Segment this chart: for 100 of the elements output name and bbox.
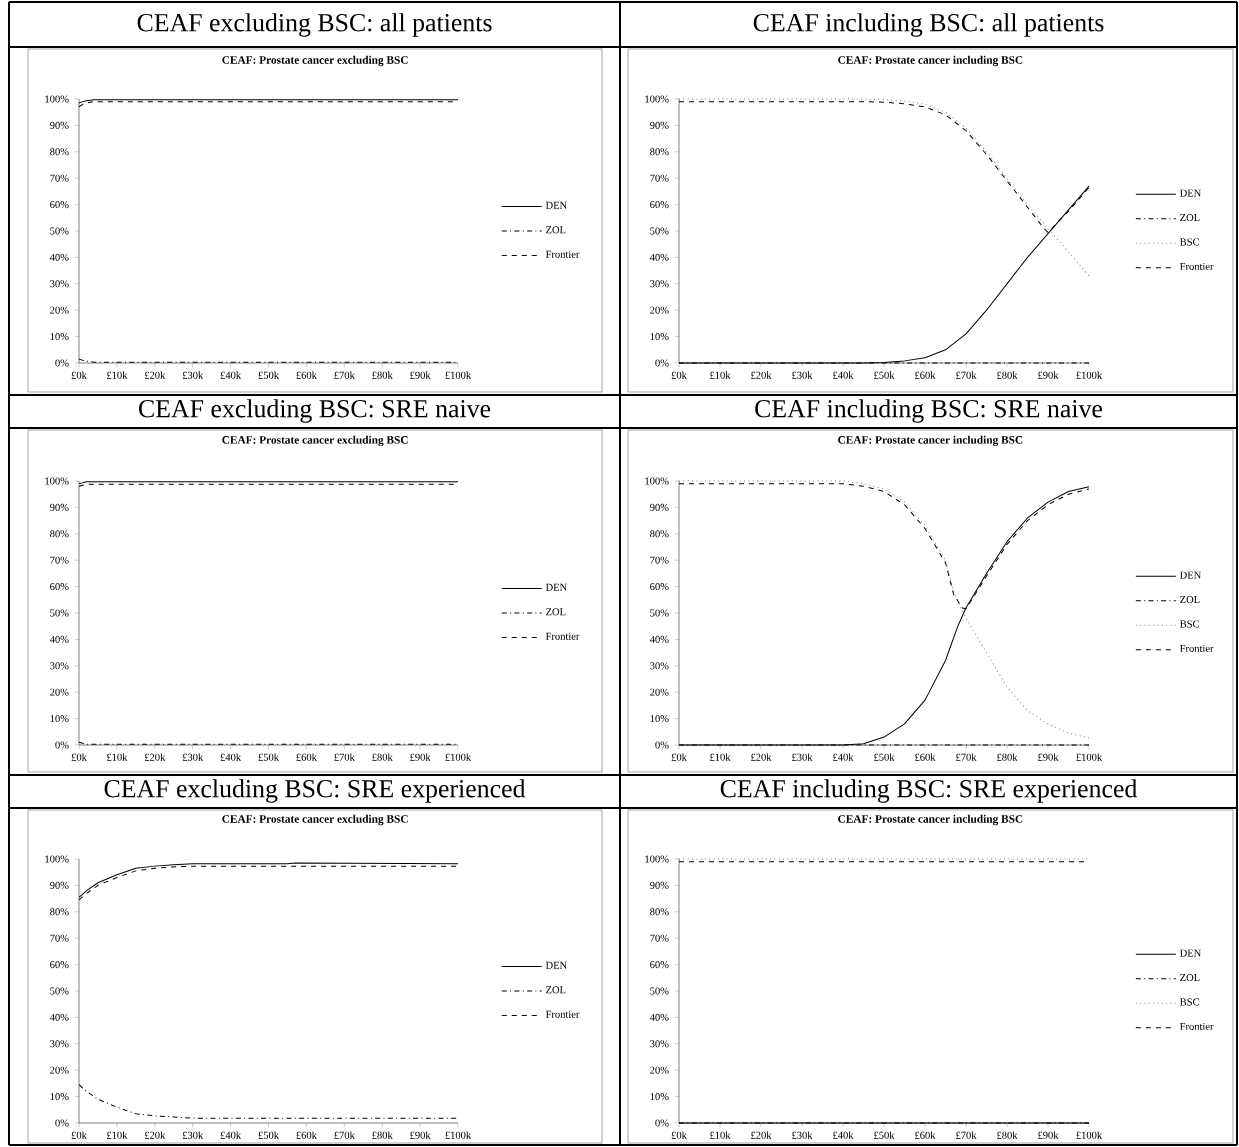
y-tick-label: 40% xyxy=(49,635,69,643)
y-tick-label: 40% xyxy=(649,1013,669,1021)
chart-title: CEAF excluding BSC: SRE experienced xyxy=(104,779,526,803)
legend-label: DEN xyxy=(1180,949,1202,957)
y-tick-label: 60% xyxy=(650,201,669,209)
chart-title: CEAF including BSC: SRE experienced xyxy=(720,779,1138,803)
x-tick-label: £50k xyxy=(258,1131,280,1139)
legend-label: Frontier xyxy=(545,632,580,640)
x-tick-label: £20k xyxy=(751,371,772,379)
y-tick-label: 50% xyxy=(50,609,69,617)
legend-label: DEN xyxy=(545,583,567,591)
chart-subtitle: CEAF: Prostate cancer excluding BSC xyxy=(222,435,408,447)
chart-title: CEAF including BSC: all patients xyxy=(753,13,1104,37)
y-tick-label: 40% xyxy=(649,253,669,261)
x-tick-label: £70k xyxy=(956,1131,977,1139)
y-tick-label: 30% xyxy=(50,1040,69,1048)
x-tick-label: £10k xyxy=(107,371,128,379)
y-tick-label: 10% xyxy=(50,1093,69,1101)
x-tick-label: £100k xyxy=(1076,753,1103,761)
x-tick-label: £0k xyxy=(71,1131,87,1139)
x-tick-label: £80k xyxy=(997,371,1018,379)
y-tick-label: 90% xyxy=(650,881,669,889)
y-tick-label: 0% xyxy=(55,359,69,367)
x-tick-label: £30k xyxy=(792,371,813,379)
chart-subtitle: CEAF: Prostate cancer including BSC xyxy=(838,814,1023,826)
x-tick-label: £50k xyxy=(258,753,280,761)
x-tick-label: £10k xyxy=(710,371,731,379)
y-tick-label: 90% xyxy=(50,121,69,129)
legend-label: DEN xyxy=(545,201,567,209)
legend-label: BSC xyxy=(1180,238,1199,246)
x-tick-label: £70k xyxy=(334,753,355,761)
x-tick-label: £30k xyxy=(182,1131,204,1139)
y-tick-label: 30% xyxy=(50,280,69,288)
x-tick-label: £40k xyxy=(220,371,242,379)
y-tick-label: 50% xyxy=(650,609,669,617)
y-tick-label: 50% xyxy=(650,987,669,995)
y-tick-label: 70% xyxy=(50,174,69,182)
legend-label: ZOL xyxy=(546,986,566,994)
x-tick-label: £0k xyxy=(671,1131,687,1139)
x-tick-label: £40k xyxy=(220,753,242,761)
x-tick-label: £10k xyxy=(107,1131,128,1139)
x-tick-label: £60k xyxy=(296,371,317,379)
x-tick-label: £100k xyxy=(445,371,472,379)
x-tick-label: £80k xyxy=(997,753,1018,761)
y-tick-label: 0% xyxy=(655,741,669,749)
x-tick-label: £80k xyxy=(372,1131,393,1139)
x-tick-label: £20k xyxy=(144,371,166,379)
x-tick-label: £70k xyxy=(956,371,977,379)
y-tick-label: 0% xyxy=(55,741,69,749)
y-tick-label: 70% xyxy=(50,934,69,942)
x-tick-label: £20k xyxy=(751,1131,772,1139)
y-tick-label: 30% xyxy=(650,280,669,288)
x-tick-label: £0k xyxy=(71,753,87,761)
y-tick-label: 60% xyxy=(650,961,669,969)
legend-label: ZOL xyxy=(1180,974,1200,982)
x-tick-label: £20k xyxy=(144,753,166,761)
x-tick-label: £0k xyxy=(71,371,87,379)
legend-label: ZOL xyxy=(546,608,566,616)
x-tick-label: £90k xyxy=(1038,371,1059,379)
y-tick-label: 30% xyxy=(650,1040,669,1048)
line-series xyxy=(78,1084,459,1119)
chart-subtitle: CEAF: Prostate cancer excluding BSC xyxy=(222,55,408,67)
y-tick-label: 10% xyxy=(50,715,69,723)
x-tick-label: £100k xyxy=(1076,1131,1103,1139)
y-tick-label: 10% xyxy=(650,1093,669,1101)
x-tick-label: £60k xyxy=(915,753,936,761)
x-tick-label: £90k xyxy=(1038,1131,1059,1139)
chart-subtitle: CEAF: Prostate cancer including BSC xyxy=(838,435,1023,447)
x-tick-label: £90k xyxy=(410,753,431,761)
legend-label: DEN xyxy=(545,961,567,969)
x-tick-label: £100k xyxy=(1076,371,1103,379)
x-tick-label: £50k xyxy=(874,371,895,379)
y-tick-label: 80% xyxy=(50,530,69,538)
legend-label: Frontier xyxy=(1180,262,1214,270)
y-tick-label: 70% xyxy=(650,934,669,942)
x-tick-label: £100k xyxy=(445,1131,472,1139)
y-tick-label: 100% xyxy=(645,855,669,863)
y-tick-label: 20% xyxy=(650,1066,669,1074)
y-tick-label: 60% xyxy=(50,583,69,591)
x-tick-label: £0k xyxy=(671,753,687,761)
y-tick-label: 40% xyxy=(49,1013,69,1021)
x-tick-label: £60k xyxy=(915,1131,936,1139)
chart-subtitle: CEAF: Prostate cancer excluding BSC xyxy=(222,814,408,826)
legend-label: Frontier xyxy=(545,1010,580,1018)
legend-label: DEN xyxy=(1180,189,1202,197)
x-tick-label: £40k xyxy=(833,1131,854,1139)
x-tick-label: £80k xyxy=(372,371,393,379)
x-tick-label: £20k xyxy=(144,1131,166,1139)
y-tick-label: 0% xyxy=(655,1119,669,1127)
y-tick-label: 10% xyxy=(650,715,669,723)
x-tick-label: £60k xyxy=(296,753,317,761)
y-tick-label: 100% xyxy=(45,95,69,103)
y-tick-label: 80% xyxy=(50,148,69,156)
chart-subtitle: CEAF: Prostate cancer including BSC xyxy=(838,55,1023,67)
x-tick-label: £50k xyxy=(874,753,895,761)
legend-label: BSC xyxy=(1180,998,1199,1006)
x-tick-label: £50k xyxy=(874,1131,895,1139)
x-tick-label: £100k xyxy=(445,753,472,761)
x-tick-label: £0k xyxy=(671,371,687,379)
y-tick-label: 50% xyxy=(50,987,69,995)
